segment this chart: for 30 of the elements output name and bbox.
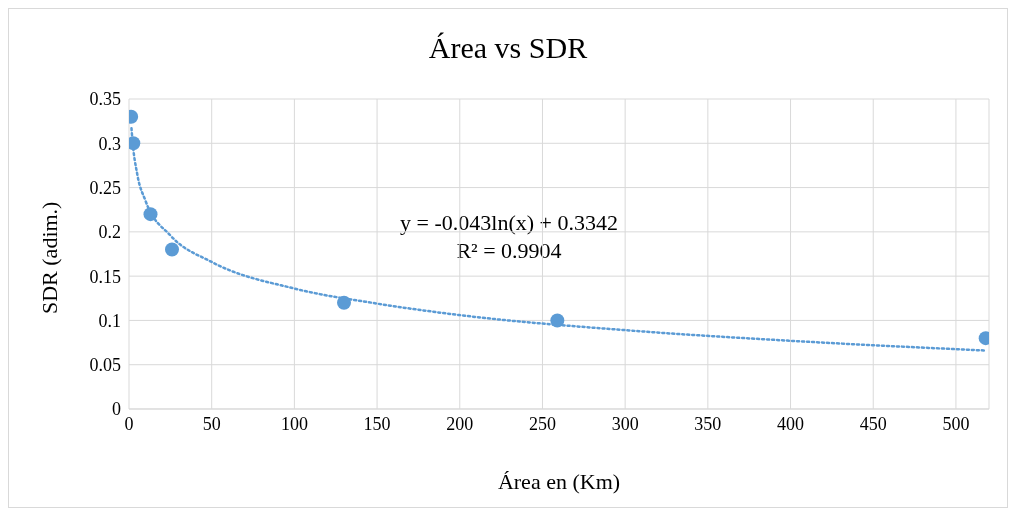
y-tick-label: 0.05 (89, 355, 121, 376)
x-tick-label: 50 (202, 413, 221, 434)
line-series (130, 126, 987, 352)
x-tick-label: 350 (694, 413, 722, 434)
y-tick-label: 0.2 (98, 222, 121, 243)
x-tick-label: 100 (280, 413, 308, 434)
y-tick-label: 0.25 (89, 177, 121, 198)
x-tick-label: 250 (528, 413, 556, 434)
point (143, 207, 158, 222)
y-tick-label: 0.35 (89, 89, 121, 110)
point (165, 242, 179, 257)
y-tick-label: 0.15 (89, 266, 121, 287)
annotation: y = -0.043ln(x) + 0.3342 (399, 209, 619, 237)
x-tick-label: 450 (859, 413, 887, 434)
point (337, 295, 351, 310)
point (550, 313, 565, 328)
chart-title: Área vs SDR (427, 31, 589, 65)
x-tick-label: 150 (363, 413, 391, 434)
annotation: R² = 0.9904 (455, 237, 563, 265)
x-tick-label: 400 (777, 413, 805, 434)
y-tick-label: 0.3 (98, 133, 121, 154)
x-tick-label: 0 (124, 413, 134, 434)
y-tick-label: 0 (112, 399, 121, 420)
point (129, 136, 141, 151)
x-tick-label: 500 (942, 413, 970, 434)
x-axis-title: Área en (Km) (497, 469, 621, 494)
x-tick-label: 200 (446, 413, 474, 434)
y-axis-title: SDR (adim.) (36, 201, 62, 314)
x-tick-label: 300 (611, 413, 639, 434)
y-tick-label: 0.1 (98, 310, 121, 331)
